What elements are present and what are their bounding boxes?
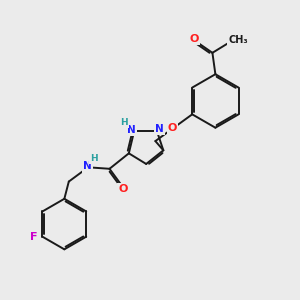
Text: N: N [83,161,92,171]
Text: CH₃: CH₃ [229,35,248,45]
Text: O: O [168,123,177,133]
Text: O: O [118,184,128,194]
Text: N: N [155,124,164,134]
Text: H: H [121,118,128,127]
Text: O: O [190,34,199,44]
Text: F: F [30,232,38,242]
Text: N: N [128,125,136,135]
Text: H: H [90,154,97,163]
